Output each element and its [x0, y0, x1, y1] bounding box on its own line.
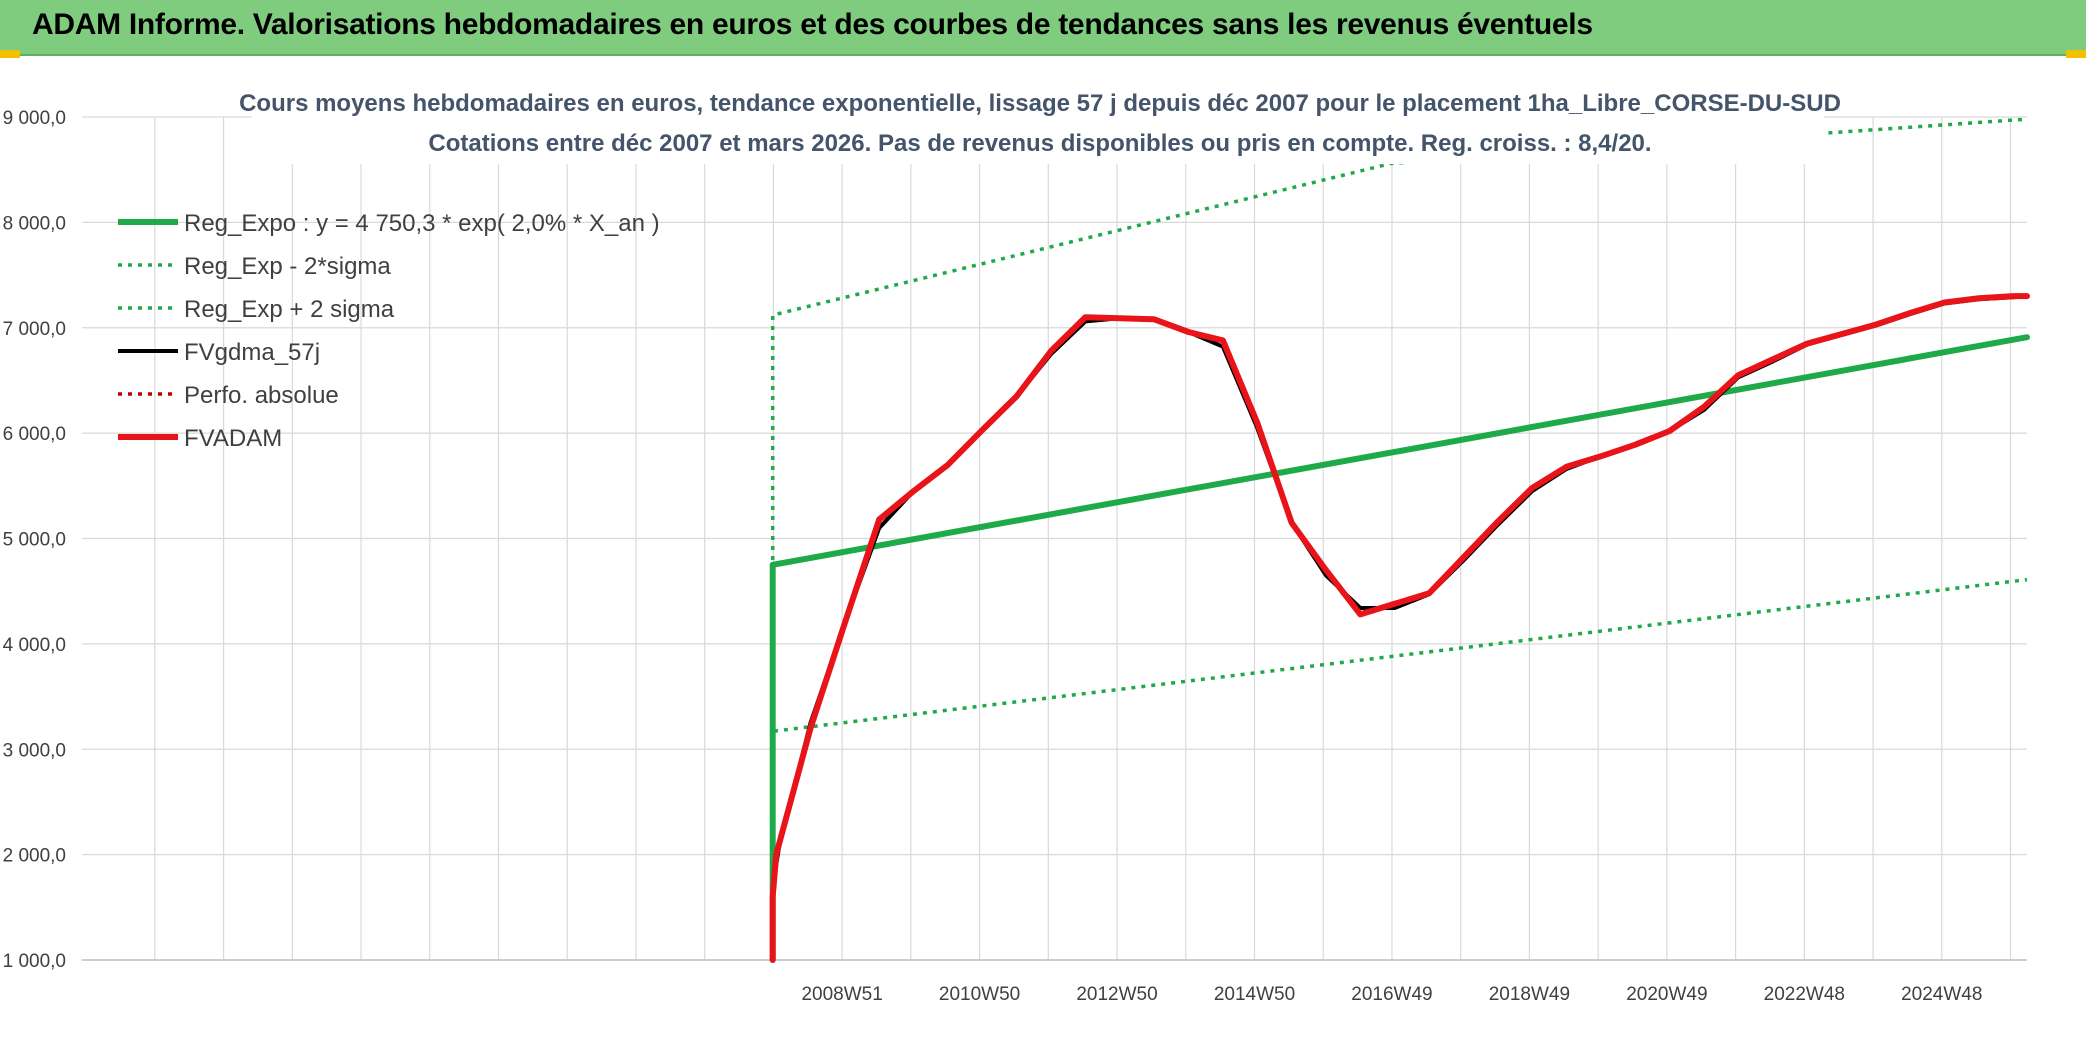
x-tick-label: 2014W50 [1214, 984, 1295, 1005]
y-tick-label: 6 000,0 [3, 424, 66, 445]
legend: Reg_Expo : y = 4 750,3 * exp( 2,0% * X_a… [118, 210, 660, 452]
series-lines [769, 117, 2030, 963]
y-tick-label: 7 000,0 [3, 319, 66, 340]
axis-labels: 1 000,0 2 000,0 3 000,0 4 000,0 5 000,0 6 000… [3, 108, 1983, 1005]
y-tick-label: 8 000,0 [3, 213, 66, 234]
x-tick-label: 2012W50 [1076, 984, 1157, 1005]
series-line [769, 293, 2030, 963]
legend-label: FVADAM [184, 425, 282, 452]
legend-label: Reg_Expo : y = 4 750,3 * exp( 2,0% * X_a… [184, 210, 660, 237]
report-title: ADAM Informe. Valorisations hebdomadaire… [32, 8, 1593, 41]
legend-label: Reg_Exp + 2 sigma [184, 296, 395, 323]
y-tick-label: 4 000,0 [3, 635, 66, 656]
legend-label: Perfo. absolue [184, 382, 339, 409]
legend-label: Reg_Exp - 2*sigma [184, 253, 391, 280]
x-tick-label: 2016W49 [1351, 984, 1432, 1005]
x-tick-label: 2024W48 [1901, 984, 1982, 1005]
x-tick-label: 2010W50 [939, 984, 1020, 1005]
chart-title: Cours moyens hebdomadaires en euros, ten… [239, 90, 1841, 117]
plot-background [0, 58, 2086, 1038]
corner-marker-top-right [2066, 50, 2086, 58]
series-line [770, 577, 2028, 960]
y-tick-label: 9 000,0 [3, 108, 66, 129]
x-tick-label: 2018W49 [1489, 984, 1570, 1005]
y-tick-label: 3 000,0 [3, 740, 66, 761]
corner-marker-top-left [0, 50, 20, 58]
x-tick-label: 2008W51 [801, 984, 882, 1005]
title-box [252, 80, 1824, 164]
legend-label: FVgdma_57j [184, 339, 320, 366]
x-tick-label: 2022W48 [1764, 984, 1845, 1005]
chart-subtitle: Cotations entre déc 2007 et mars 2026. P… [428, 130, 1651, 157]
y-tick-label: 2 000,0 [3, 846, 66, 867]
x-tick-label: 2020W49 [1626, 984, 1707, 1005]
y-tick-label: 5 000,0 [3, 530, 66, 551]
gridlines [82, 116, 2027, 961]
y-tick-label: 1 000,0 [3, 951, 66, 972]
report-banner: ADAM Informe. Valorisations hebdomadaire… [0, 0, 2086, 56]
chart-titles: Cours moyens hebdomadaires en euros, ten… [239, 80, 1841, 164]
